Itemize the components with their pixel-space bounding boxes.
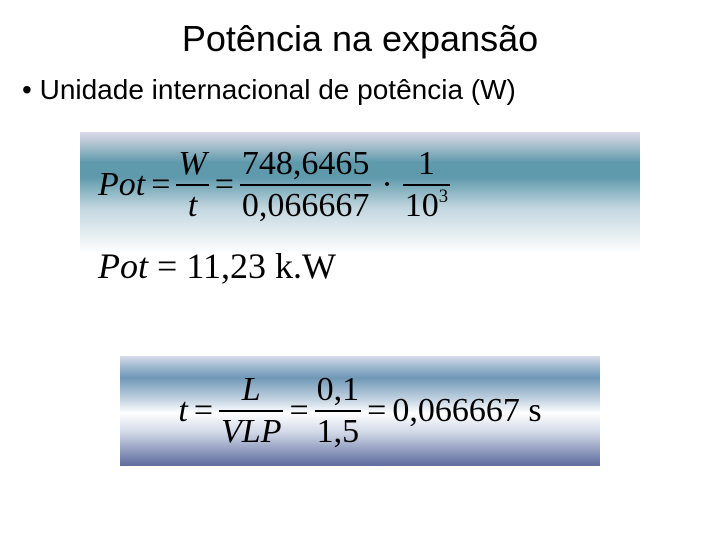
sym-eq: =: [151, 166, 170, 204]
frac-w-over-t: W t: [176, 146, 208, 223]
frac-numerical: 0,1 1,5: [315, 372, 362, 449]
sym-eq: =: [194, 392, 213, 430]
frac-bar: [176, 184, 208, 186]
frac-bar: [315, 410, 362, 412]
frac-num: L: [240, 372, 263, 408]
exponent: 3: [439, 186, 448, 207]
base: 10: [405, 187, 439, 224]
frac-numerical: 748,6465 0,066667: [240, 146, 372, 223]
sym-t: t: [178, 392, 187, 430]
frac-den: 103: [403, 188, 450, 224]
frac-den: VLP: [219, 414, 283, 450]
sym-eq: =: [215, 166, 234, 204]
frac-bar: [240, 184, 372, 186]
equation-1: Pot = W t = 748,6465 0,066667 · 1: [80, 132, 640, 287]
frac-bar: [219, 410, 283, 412]
sym-eq: =: [157, 246, 177, 286]
frac-num: 1: [416, 146, 437, 182]
slide: Potência na expansão Unidade internacion…: [0, 18, 720, 540]
result-value: 0,066667 s: [392, 392, 541, 430]
equation-box-power: Pot = W t = 748,6465 0,066667 · 1: [80, 132, 640, 322]
equation-box-time: t = L VLP = 0,1 1,5 = 0,066667 s: [120, 356, 600, 466]
frac-L-over-VLP: L VLP: [219, 372, 283, 449]
equation-2: t = L VLP = 0,1 1,5 = 0,066667 s: [120, 356, 600, 466]
sym-eq: =: [367, 392, 386, 430]
slide-title: Potência na expansão: [0, 18, 720, 60]
bullet-item: Unidade internacional de potência (W): [22, 74, 720, 106]
frac-one-over-ten-cubed: 1 103: [403, 146, 450, 223]
frac-num: 0,1: [315, 372, 362, 408]
frac-num: W: [176, 146, 208, 182]
result-value: 11,23 k.W: [186, 246, 336, 286]
equation-1-row-1: Pot = W t = 748,6465 0,066667 · 1: [98, 146, 622, 223]
sym-dot: ·: [377, 166, 396, 204]
equation-1-row-2: Pot = 11,23 k.W: [98, 245, 622, 287]
frac-den: 0,066667: [240, 188, 372, 224]
sym-pot: Pot: [98, 246, 148, 286]
sym-pot: Pot: [98, 166, 145, 204]
frac-den: 1,5: [315, 414, 362, 450]
frac-num: 748,6465: [240, 146, 372, 182]
frac-den: t: [186, 188, 199, 224]
sym-eq: =: [289, 392, 308, 430]
